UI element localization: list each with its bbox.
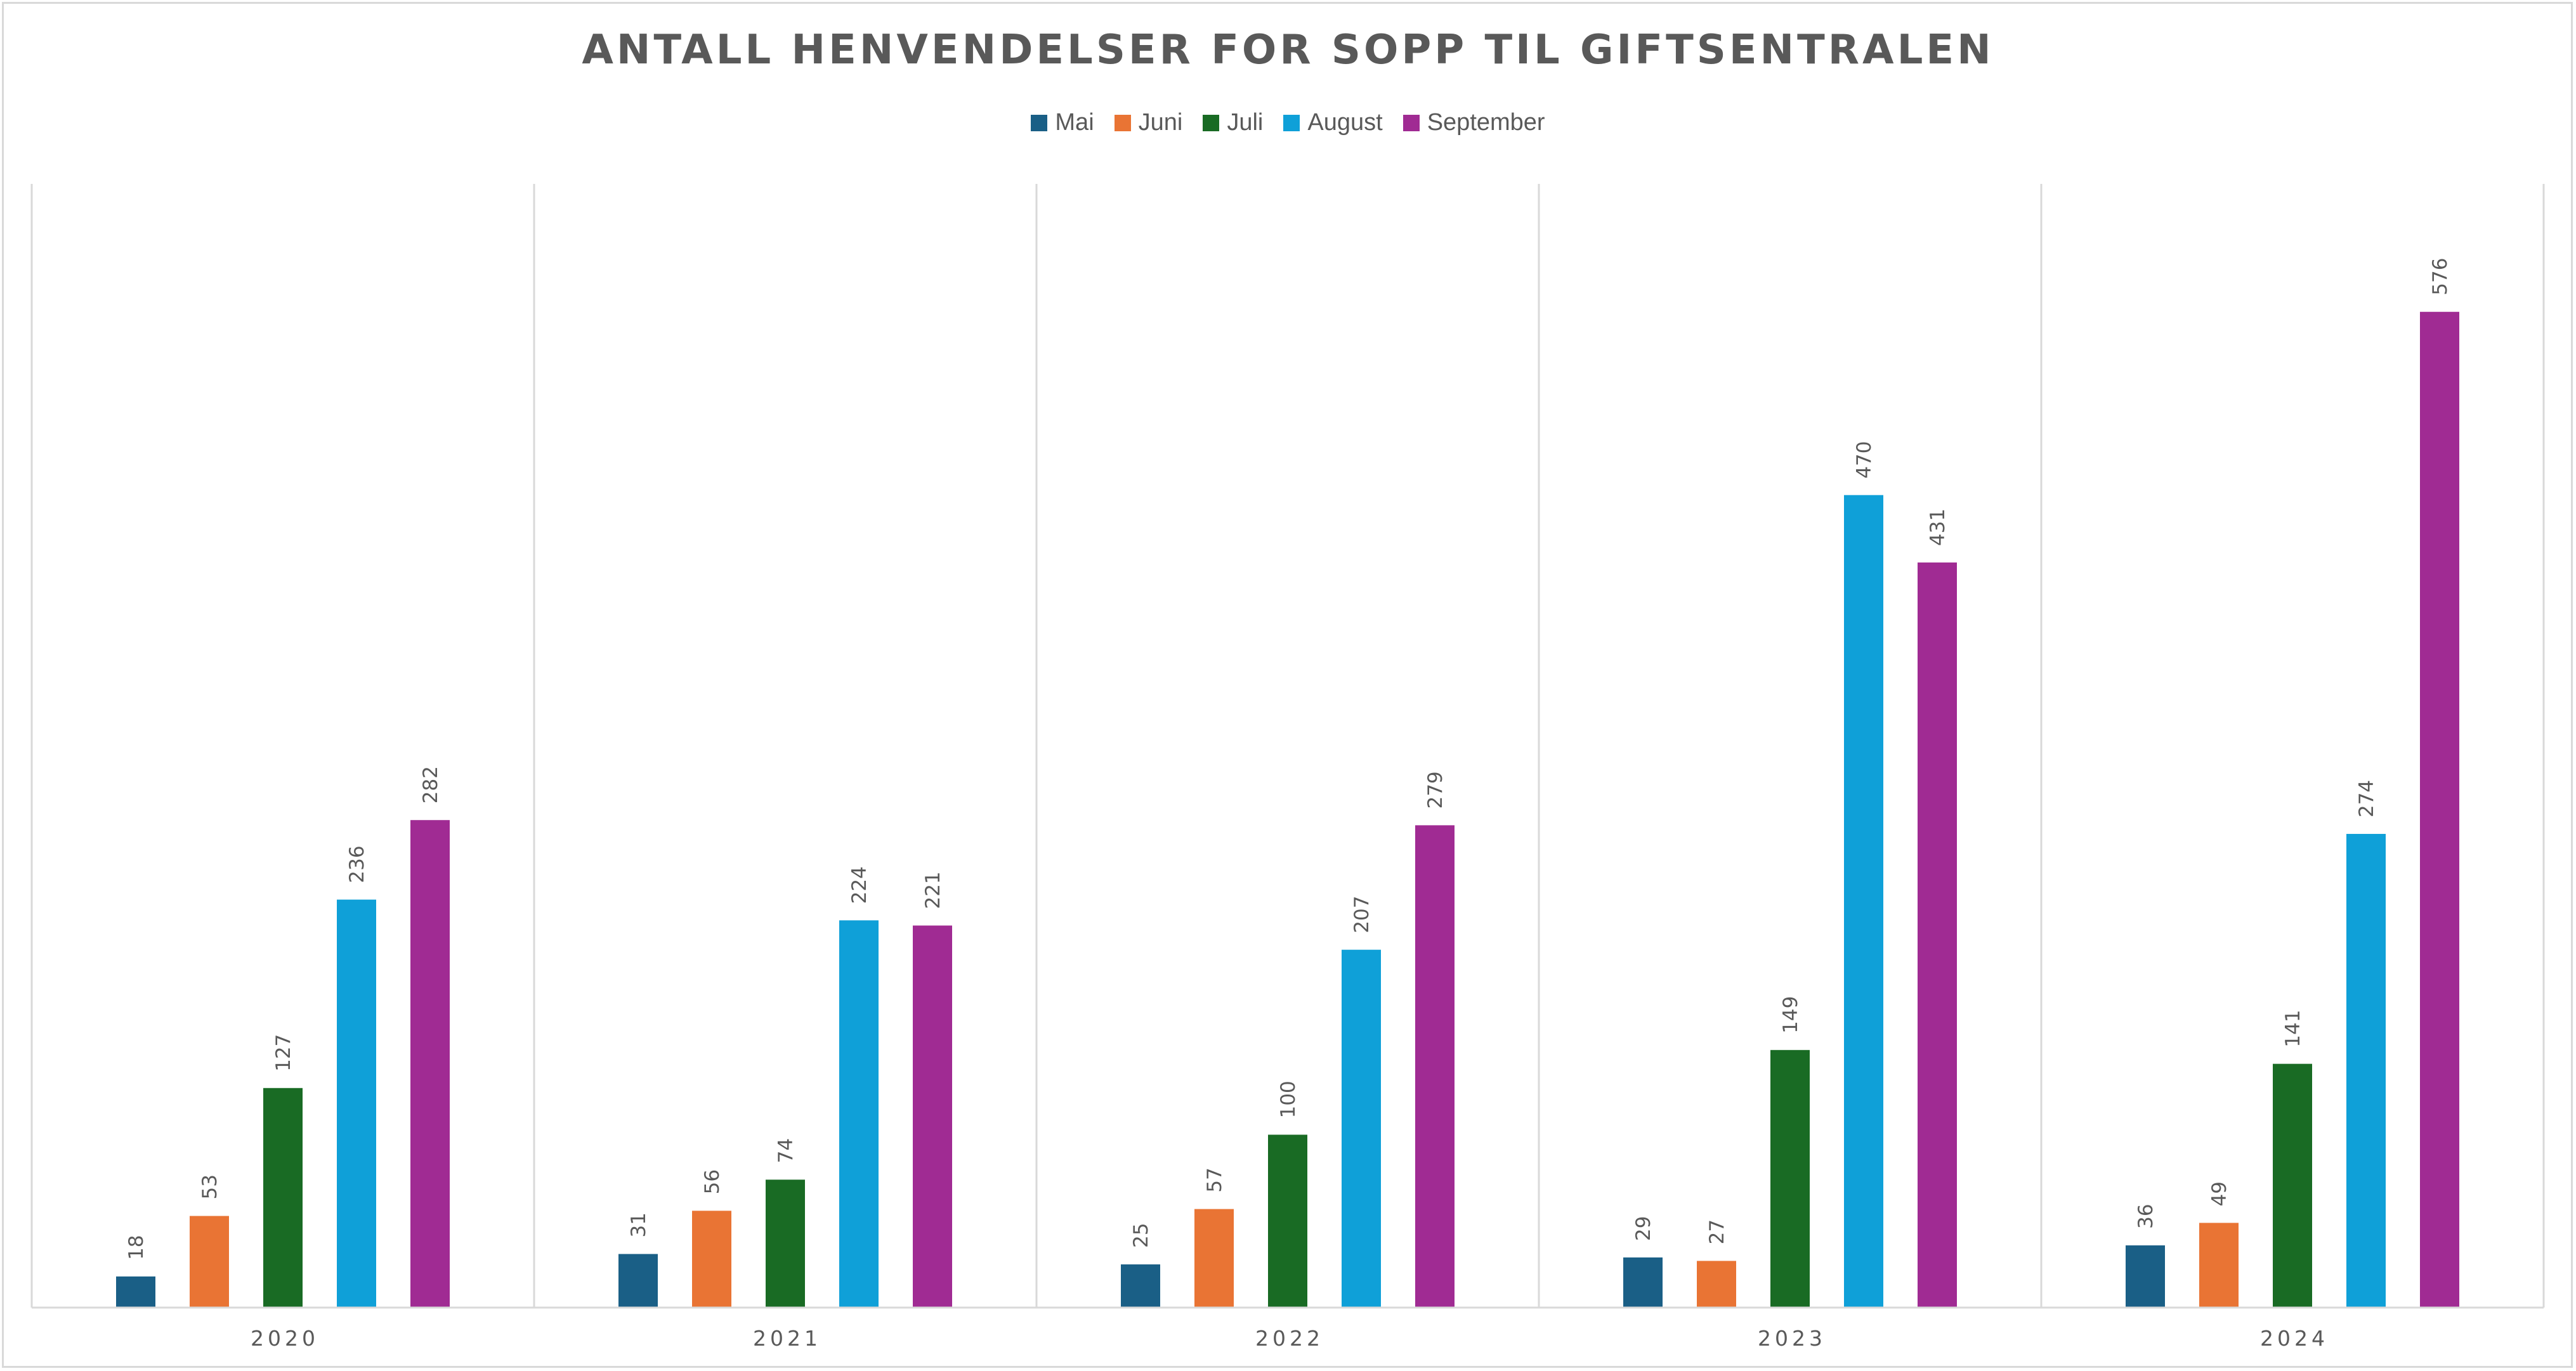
legend-swatch — [1114, 114, 1131, 131]
data-label-2020-juni: 53 — [199, 1174, 221, 1199]
legend-label: September — [1427, 109, 1545, 136]
data-label-2023-mai: 29 — [1632, 1216, 1655, 1240]
legend-item-mai: Mai — [1031, 109, 1094, 136]
bar-2021-september — [913, 925, 952, 1308]
x-tick-label-2020: 2020 — [251, 1326, 319, 1351]
x-tick-label-2023: 2023 — [1758, 1326, 1826, 1351]
data-label-2024-juli: 141 — [2282, 1010, 2305, 1047]
bar-2023-september — [1918, 562, 1957, 1308]
bar-2021-august — [839, 920, 879, 1308]
bar-2021-mai — [618, 1254, 658, 1308]
bar-2024-august — [2346, 834, 2386, 1308]
legend-swatch — [1203, 114, 1220, 131]
data-label-2023-juni: 27 — [1706, 1219, 1729, 1244]
data-label-2022-juli: 100 — [1277, 1081, 1300, 1118]
bar-2022-august — [1342, 949, 1381, 1308]
legend-swatch — [1402, 114, 1420, 131]
data-label-2021-mai: 31 — [627, 1212, 650, 1237]
bar-2022-mai — [1121, 1264, 1160, 1308]
data-label-2022-august: 207 — [1350, 896, 1373, 933]
legend-item-august: August — [1283, 109, 1383, 136]
x-tick-label-2022: 2022 — [1255, 1326, 1324, 1351]
legend-swatch — [1031, 114, 1048, 131]
bar-2024-september — [2420, 311, 2459, 1308]
data-label-2022-mai: 25 — [1130, 1223, 1153, 1247]
data-label-2021-juni: 56 — [701, 1169, 724, 1194]
legend-label: Juni — [1138, 109, 1183, 136]
legend: Mai Juni Juli August September — [0, 109, 2576, 136]
data-label-2023-juli: 149 — [1779, 996, 1802, 1034]
bar-2024-mai — [2126, 1245, 2165, 1308]
bar-2020-september — [410, 820, 450, 1308]
legend-item-juli: Juli — [1203, 109, 1263, 136]
data-label-2020-august: 236 — [346, 845, 369, 883]
data-label-2023-september: 431 — [1926, 509, 1949, 546]
x-tick-label-2021: 2021 — [753, 1326, 821, 1351]
legend-item-juni: Juni — [1114, 109, 1183, 136]
bar-2024-juni — [2199, 1223, 2239, 1308]
bar-2022-september — [1415, 825, 1455, 1308]
data-label-2021-juli: 74 — [775, 1138, 797, 1163]
data-label-2020-mai: 18 — [125, 1235, 148, 1259]
data-label-2023-august: 470 — [1853, 441, 1876, 479]
bar-2021-juli — [766, 1179, 805, 1308]
x-tick-label-2024: 2024 — [2260, 1326, 2329, 1351]
legend-label: August — [1307, 109, 1383, 136]
bar-2020-august — [337, 899, 376, 1308]
data-label-2020-juli: 127 — [272, 1034, 295, 1072]
data-label-2021-august: 224 — [848, 866, 871, 904]
data-label-2020-september: 282 — [419, 766, 442, 803]
data-label-2021-september: 221 — [922, 871, 945, 909]
bar-2023-mai — [1623, 1257, 1663, 1308]
data-label-2022-juni: 57 — [1203, 1167, 1226, 1192]
legend-label: Mai — [1055, 109, 1094, 136]
legend-swatch — [1283, 114, 1300, 131]
data-label-2024-mai: 36 — [2135, 1204, 2157, 1228]
legend-label: Juli — [1227, 109, 1264, 136]
data-label-2022-september: 279 — [1424, 771, 1447, 809]
bar-2021-juni — [692, 1211, 731, 1308]
bar-2024-juli — [2273, 1063, 2312, 1308]
bar-2020-mai — [116, 1276, 155, 1308]
bar-2020-juni — [190, 1216, 229, 1308]
data-label-2024-august: 274 — [2355, 780, 2378, 817]
bar-2023-juli — [1770, 1049, 1810, 1308]
bar-2023-august — [1844, 495, 1883, 1308]
bar-2023-juni — [1697, 1261, 1736, 1308]
bar-2022-juli — [1268, 1134, 1307, 1308]
data-label-2024-juni: 49 — [2208, 1181, 2231, 1206]
chart-title: ANTALL HENVENDELSER FOR SOPP TIL GIFTSEN… — [582, 27, 1994, 74]
bar-2020-juli — [263, 1088, 303, 1308]
data-label-2024-september: 576 — [2429, 258, 2452, 296]
legend-item-september: September — [1402, 109, 1545, 136]
bar-2022-juni — [1194, 1209, 1234, 1308]
